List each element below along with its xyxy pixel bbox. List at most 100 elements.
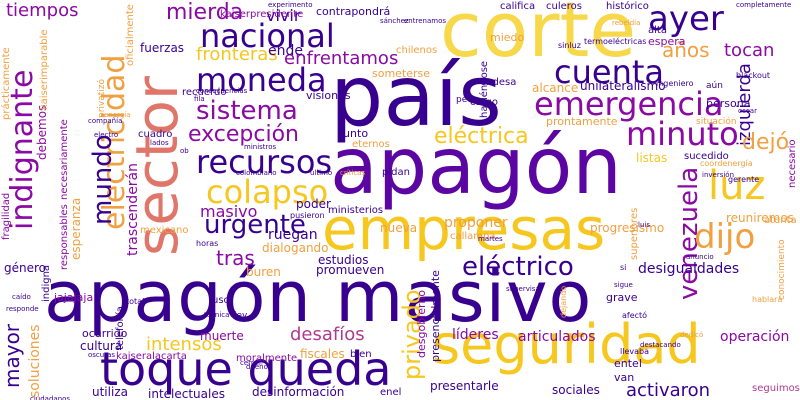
word: cerrar	[240, 359, 261, 367]
word: superiores	[629, 207, 640, 260]
word: unilateralismo	[580, 79, 666, 93]
word: operación	[720, 329, 790, 345]
word: termoeléctricas	[584, 37, 647, 46]
word: mayor	[0, 323, 24, 388]
word: necesario	[787, 139, 798, 189]
word: indigna	[41, 264, 52, 302]
word: listas	[636, 151, 668, 165]
word: hablará	[752, 295, 783, 304]
word: uso	[212, 295, 230, 306]
word: culeros	[546, 1, 582, 12]
word: desinformación	[252, 385, 345, 399]
word: kaiserimparable	[39, 29, 50, 110]
word: junto	[340, 127, 369, 140]
word: excepción	[188, 122, 299, 147]
word: líderes	[452, 327, 499, 343]
word: estudios	[318, 253, 369, 267]
word: enfrentamos	[284, 48, 399, 69]
word: anuncio	[686, 253, 714, 261]
word: sánchez	[380, 17, 409, 25]
word: progresismo	[590, 221, 665, 235]
word: ruegan	[268, 227, 318, 243]
word: ciudadanos	[30, 395, 71, 400]
word: buren	[246, 265, 281, 279]
word: experimento	[268, 1, 313, 9]
word: proponer	[444, 215, 508, 231]
word: seguridad	[432, 313, 701, 376]
word: recursos	[196, 143, 333, 181]
word: trascenderán	[125, 162, 141, 256]
word: intelectuales	[148, 387, 225, 400]
word: enel	[380, 387, 402, 398]
word: indignante	[5, 69, 40, 230]
word: completamente	[736, 1, 792, 9]
word: debemos	[35, 104, 49, 160]
word: presentarle	[430, 379, 499, 393]
word: presencialmente	[429, 270, 442, 362]
word: tocan	[724, 40, 775, 61]
word: tiempos	[6, 0, 79, 21]
word: van	[614, 371, 635, 384]
word: último	[310, 169, 333, 177]
word: jajajaja	[54, 291, 94, 304]
word: sucedido	[684, 151, 729, 162]
word: destacando	[640, 341, 681, 349]
word: ocurrido	[82, 327, 128, 340]
word: llevaba	[620, 347, 649, 356]
word: compañía	[88, 117, 123, 125]
word: mierda	[166, 0, 244, 25]
word: alta	[648, 25, 667, 36]
word: sigue	[614, 281, 633, 289]
word: intensos	[146, 334, 222, 355]
word: inversión	[702, 171, 735, 179]
word: espera	[648, 35, 686, 48]
word: martes	[478, 235, 503, 243]
word: minuto	[626, 115, 739, 153]
word: cuadro	[138, 129, 173, 140]
word: recuerdo	[182, 87, 227, 98]
word: urgente	[204, 210, 306, 240]
word: persona	[706, 97, 751, 110]
word: eternos	[352, 139, 390, 150]
word: fila	[194, 95, 205, 103]
word: utiliza	[92, 385, 128, 399]
word: mexicano	[140, 225, 189, 236]
word: dijo	[694, 217, 756, 257]
word: miedo	[490, 31, 525, 44]
word: someterse	[372, 67, 431, 80]
word: eléctrica	[434, 124, 529, 149]
word: críticas	[340, 169, 366, 177]
word: cuenta	[554, 53, 664, 91]
word: fuerzas	[140, 41, 185, 55]
word: colombiano	[236, 169, 277, 177]
word: promueven	[316, 263, 385, 277]
word: situación	[696, 117, 737, 127]
word: soluciones	[27, 324, 43, 398]
word: total	[126, 297, 145, 306]
word: coordenergía	[700, 159, 753, 168]
word: moralmente	[236, 353, 298, 364]
word: responde	[6, 305, 39, 313]
word: alcance	[532, 81, 579, 95]
word: toque queda	[100, 342, 392, 396]
word: ministerios	[328, 205, 384, 216]
word: empresas	[322, 195, 606, 263]
word: poder	[296, 197, 331, 211]
word: esperanza	[69, 197, 83, 260]
word: prontamente	[546, 115, 618, 128]
word: cultura	[80, 339, 123, 353]
word: muerte	[200, 329, 244, 343]
word: dejó	[742, 130, 790, 155]
word: blackout	[736, 71, 771, 80]
word: emergencia	[534, 85, 724, 123]
word: caído	[12, 293, 31, 301]
word: gerente	[728, 175, 760, 184]
word: luis	[638, 221, 650, 229]
word: telefonía	[115, 306, 126, 350]
word: nueva	[380, 221, 418, 235]
word: mundo	[88, 134, 118, 225]
word: contrapondrá	[316, 5, 391, 18]
word: entrenamos	[404, 17, 446, 25]
word: kaiserpresidente	[220, 9, 304, 20]
